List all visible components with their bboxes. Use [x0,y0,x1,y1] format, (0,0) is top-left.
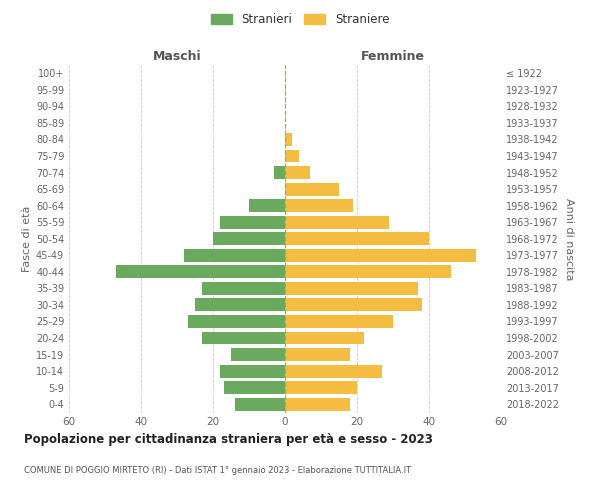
Bar [285,315,393,328]
Bar [285,298,422,312]
Bar [188,315,285,328]
Bar [202,332,285,344]
Text: Popolazione per cittadinanza straniera per età e sesso - 2023: Popolazione per cittadinanza straniera p… [24,432,433,446]
Bar [285,199,353,212]
Bar [285,381,357,394]
Y-axis label: Fasce di età: Fasce di età [22,206,32,272]
Bar [285,332,364,344]
Bar [285,166,310,179]
Bar [249,199,285,212]
Bar [213,232,285,245]
Bar [202,282,285,295]
Bar [235,398,285,410]
Y-axis label: Anni di nascita: Anni di nascita [565,198,574,280]
Bar [274,166,285,179]
Text: Femmine: Femmine [361,50,425,62]
Bar [184,249,285,262]
Bar [285,249,476,262]
Bar [285,398,350,410]
Bar [285,348,350,361]
Text: COMUNE DI POGGIO MIRTETO (RI) - Dati ISTAT 1° gennaio 2023 - Elaborazione TUTTIT: COMUNE DI POGGIO MIRTETO (RI) - Dati IST… [24,466,411,475]
Bar [220,216,285,228]
Bar [285,282,418,295]
Bar [285,364,382,378]
Legend: Stranieri, Straniere: Stranieri, Straniere [206,8,394,31]
Bar [195,298,285,312]
Bar [116,266,285,278]
Text: Maschi: Maschi [152,50,202,62]
Bar [285,232,429,245]
Bar [285,182,339,196]
Bar [285,150,299,162]
Bar [220,364,285,378]
Bar [285,133,292,146]
Bar [224,381,285,394]
Bar [285,266,451,278]
Bar [285,216,389,228]
Bar [231,348,285,361]
